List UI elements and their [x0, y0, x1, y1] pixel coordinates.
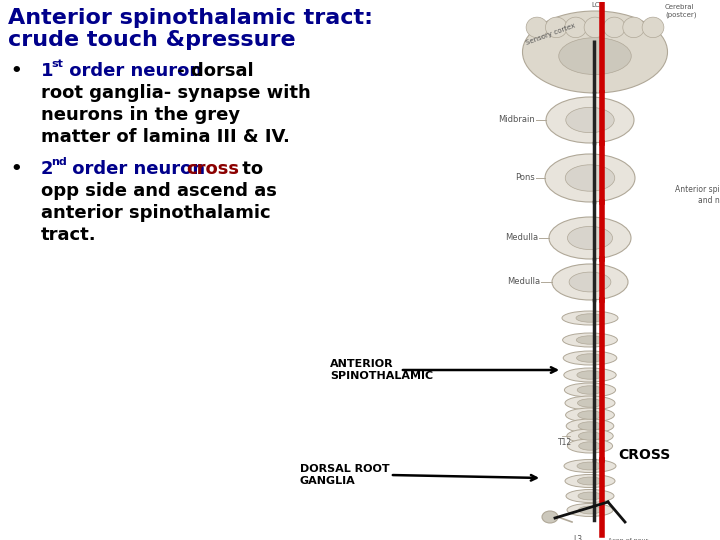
Ellipse shape: [569, 272, 611, 292]
Text: Axon of neur: Axon of neur: [608, 538, 648, 540]
Text: cross: cross: [186, 160, 239, 178]
Text: Medulla: Medulla: [505, 233, 538, 242]
Text: order neuron: order neuron: [63, 62, 202, 80]
Ellipse shape: [577, 354, 603, 362]
Ellipse shape: [552, 264, 628, 300]
Text: •: •: [10, 62, 22, 80]
Ellipse shape: [577, 386, 603, 394]
Text: st: st: [51, 59, 63, 69]
Ellipse shape: [563, 351, 617, 365]
Text: DORSAL ROOT
GANGLIA: DORSAL ROOT GANGLIA: [300, 464, 390, 486]
Ellipse shape: [546, 97, 634, 143]
Text: 2: 2: [41, 160, 53, 178]
Ellipse shape: [562, 311, 618, 325]
Ellipse shape: [566, 107, 614, 133]
Ellipse shape: [567, 429, 613, 443]
Text: Anterior spinothalamic tract:: Anterior spinothalamic tract:: [8, 8, 373, 28]
Text: CROSS: CROSS: [618, 448, 670, 462]
Ellipse shape: [523, 11, 667, 93]
Text: to: to: [236, 160, 263, 178]
Text: Sensory cortex: Sensory cortex: [525, 22, 576, 45]
Text: tract.: tract.: [41, 226, 96, 244]
Ellipse shape: [546, 17, 567, 38]
Text: anterior spinothalamic: anterior spinothalamic: [41, 204, 271, 222]
Ellipse shape: [564, 460, 616, 472]
Ellipse shape: [564, 383, 616, 397]
Ellipse shape: [584, 17, 606, 38]
Text: neurons in the grey: neurons in the grey: [41, 106, 240, 124]
Ellipse shape: [567, 226, 613, 249]
Text: opp side and ascend as: opp side and ascend as: [41, 182, 277, 200]
Ellipse shape: [564, 368, 616, 382]
Ellipse shape: [642, 17, 664, 38]
Ellipse shape: [578, 492, 602, 500]
Text: 1: 1: [41, 62, 53, 80]
Ellipse shape: [577, 462, 603, 470]
Text: ANTERIOR
SPINOTHALAMIC: ANTERIOR SPINOTHALAMIC: [330, 359, 433, 381]
Text: order neuron: order neuron: [66, 160, 212, 178]
Ellipse shape: [566, 489, 614, 503]
Ellipse shape: [577, 371, 603, 379]
Ellipse shape: [567, 439, 613, 453]
Ellipse shape: [542, 511, 558, 523]
Ellipse shape: [526, 17, 548, 38]
Text: Medulla: Medulla: [507, 278, 540, 287]
Ellipse shape: [545, 154, 635, 202]
Text: L3: L3: [573, 535, 582, 540]
Text: matter of lamina III & IV.: matter of lamina III & IV.: [41, 128, 290, 146]
Text: nd: nd: [51, 157, 67, 167]
Ellipse shape: [578, 506, 601, 514]
Ellipse shape: [579, 442, 601, 450]
Ellipse shape: [576, 336, 603, 344]
Text: LCS: LCS: [592, 2, 605, 8]
Text: Midbrain: Midbrain: [498, 116, 535, 125]
Ellipse shape: [565, 165, 615, 191]
Text: Cerebral: Cerebral: [665, 4, 695, 10]
Ellipse shape: [576, 314, 604, 322]
Ellipse shape: [565, 475, 615, 488]
Ellipse shape: [603, 17, 625, 38]
Ellipse shape: [577, 477, 603, 485]
Text: T12: T12: [558, 438, 572, 447]
Text: (postcer): (postcer): [665, 11, 696, 17]
Ellipse shape: [578, 422, 602, 430]
Ellipse shape: [565, 396, 615, 410]
Ellipse shape: [566, 408, 614, 422]
Ellipse shape: [562, 333, 618, 347]
Ellipse shape: [578, 432, 602, 440]
Text: - dorsal: - dorsal: [171, 62, 253, 80]
Text: Pons: Pons: [516, 173, 535, 183]
Ellipse shape: [567, 503, 613, 516]
Ellipse shape: [577, 399, 603, 407]
Ellipse shape: [623, 17, 644, 38]
Text: root ganglia- synapse with: root ganglia- synapse with: [41, 84, 311, 102]
Text: crude touch &pressure: crude touch &pressure: [8, 30, 296, 50]
Ellipse shape: [549, 217, 631, 259]
Ellipse shape: [577, 411, 602, 419]
Ellipse shape: [564, 17, 587, 38]
Ellipse shape: [566, 419, 613, 433]
Text: •: •: [10, 160, 22, 178]
Text: Anterior spi
and n: Anterior spi and n: [675, 185, 720, 205]
Ellipse shape: [559, 38, 631, 75]
